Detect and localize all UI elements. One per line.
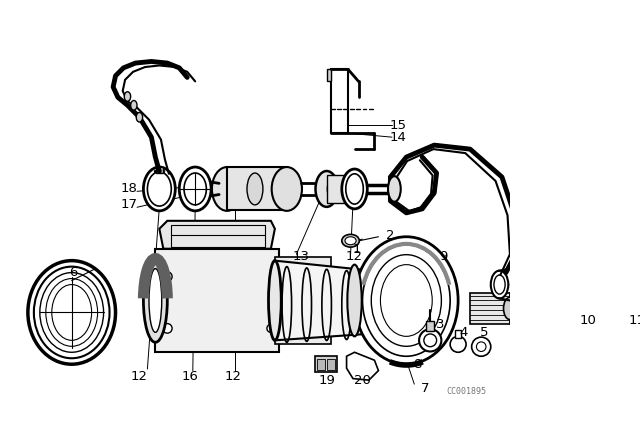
Circle shape: [472, 337, 491, 356]
Text: 10: 10: [580, 314, 596, 327]
Ellipse shape: [346, 174, 364, 204]
Polygon shape: [347, 352, 378, 380]
Ellipse shape: [345, 237, 356, 245]
Ellipse shape: [355, 237, 458, 364]
Ellipse shape: [342, 169, 367, 209]
Bar: [426, 321, 434, 331]
Bar: [331, 69, 348, 133]
Circle shape: [424, 334, 436, 347]
Text: 17: 17: [120, 198, 138, 211]
Ellipse shape: [212, 167, 242, 211]
Ellipse shape: [28, 261, 116, 364]
Ellipse shape: [46, 279, 97, 346]
Text: 20: 20: [354, 374, 371, 387]
Bar: [279, 316, 325, 336]
Polygon shape: [159, 221, 275, 249]
Ellipse shape: [316, 171, 338, 207]
Text: 2: 2: [386, 228, 395, 241]
Ellipse shape: [384, 272, 397, 332]
Ellipse shape: [52, 284, 92, 340]
Ellipse shape: [504, 297, 516, 319]
Bar: [172, 225, 266, 247]
Bar: [326, 175, 351, 203]
Ellipse shape: [124, 92, 131, 101]
Ellipse shape: [147, 172, 172, 206]
Bar: [470, 293, 510, 324]
Text: 3: 3: [436, 318, 445, 331]
Text: 7: 7: [420, 382, 429, 395]
Ellipse shape: [131, 100, 137, 110]
Bar: [317, 359, 325, 370]
Text: CC001895: CC001895: [446, 387, 486, 396]
Ellipse shape: [184, 173, 206, 205]
Text: 13: 13: [292, 250, 310, 263]
Text: 12: 12: [131, 370, 148, 383]
Text: 16: 16: [181, 370, 198, 383]
Bar: [227, 167, 287, 211]
Ellipse shape: [342, 234, 359, 247]
Polygon shape: [510, 293, 526, 324]
Bar: [315, 356, 337, 372]
Circle shape: [163, 323, 172, 333]
Text: 18: 18: [120, 182, 138, 195]
Text: 12: 12: [225, 370, 242, 383]
Text: 4: 4: [460, 326, 468, 339]
Bar: [279, 297, 325, 311]
Circle shape: [476, 342, 486, 352]
Bar: [326, 359, 335, 370]
Ellipse shape: [149, 269, 162, 332]
Text: 9: 9: [439, 250, 447, 263]
Ellipse shape: [494, 275, 505, 294]
Ellipse shape: [491, 271, 508, 298]
Bar: [279, 276, 325, 291]
Ellipse shape: [143, 167, 175, 211]
Bar: [156, 167, 163, 173]
Ellipse shape: [371, 254, 442, 346]
Text: 15: 15: [390, 119, 407, 132]
Ellipse shape: [247, 173, 263, 205]
Text: 19: 19: [318, 374, 335, 387]
Text: 1: 1: [353, 243, 361, 256]
Circle shape: [163, 272, 172, 281]
Ellipse shape: [269, 261, 281, 340]
Bar: [326, 69, 331, 82]
Ellipse shape: [388, 176, 401, 202]
Bar: [275, 257, 331, 345]
Ellipse shape: [272, 167, 302, 211]
Ellipse shape: [179, 167, 211, 211]
Text: 12: 12: [346, 250, 363, 263]
Text: 8: 8: [413, 358, 422, 371]
Text: 11: 11: [629, 314, 640, 327]
Ellipse shape: [34, 267, 109, 358]
Circle shape: [267, 324, 275, 332]
Ellipse shape: [362, 245, 450, 356]
Text: 6: 6: [69, 266, 77, 279]
Polygon shape: [275, 261, 390, 340]
Ellipse shape: [348, 265, 362, 336]
Ellipse shape: [40, 272, 104, 352]
Circle shape: [419, 329, 442, 352]
Text: 14: 14: [390, 131, 407, 144]
Ellipse shape: [380, 265, 432, 336]
Bar: [156, 249, 279, 352]
Bar: [455, 330, 461, 338]
Text: 5: 5: [480, 326, 489, 339]
Ellipse shape: [328, 176, 342, 202]
Ellipse shape: [143, 258, 167, 342]
Circle shape: [450, 336, 466, 352]
Ellipse shape: [136, 112, 143, 122]
